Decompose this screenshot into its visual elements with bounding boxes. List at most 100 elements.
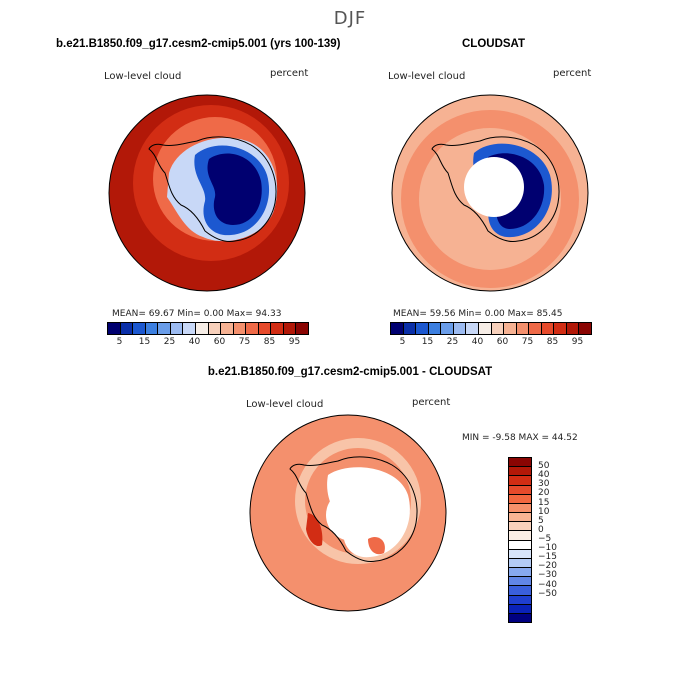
colorbar-tick-label: 25 — [446, 337, 459, 347]
colorbar-swatch — [509, 568, 531, 578]
colorbar-swatch — [541, 323, 555, 334]
panel-1-antarctica-deep — [207, 153, 262, 225]
panel-3-colorbar — [508, 457, 532, 623]
colorbar-swatch — [566, 323, 580, 334]
colorbar-tick-label: −20 — [538, 561, 557, 572]
colorbar-swatch — [509, 586, 531, 596]
colorbar-tick-label: 75 — [238, 337, 251, 347]
colorbar-tick-label: 30 — [538, 479, 550, 490]
colorbar-swatch — [509, 485, 531, 495]
panel-2-ocean-band — [401, 110, 579, 288]
colorbar-swatch — [283, 323, 297, 334]
colorbar-swatch — [509, 513, 531, 523]
panel-3-title: b.e21.B1850.f09_g17.cesm2-cmip5.001 - CL… — [207, 366, 493, 378]
colorbar-tick-label: 75 — [521, 337, 534, 347]
colorbar-tick-label: 50 — [538, 461, 550, 472]
colorbar-swatch — [509, 476, 531, 486]
colorbar-tick-label: 95 — [288, 337, 301, 347]
panel-2-title: CLOUDSAT — [462, 38, 526, 50]
colorbar-swatch — [529, 323, 542, 334]
colorbar-swatch — [258, 323, 272, 334]
colorbar-swatch — [221, 323, 234, 334]
panel-2-missing-data — [464, 157, 524, 217]
panel-3-stats: MIN = -9.58 MAX = 44.52 — [462, 433, 578, 443]
colorbar-swatch — [509, 595, 531, 605]
colorbar-tick-label: −15 — [538, 552, 557, 563]
colorbar-swatch — [509, 494, 531, 504]
colorbar-tick-label: 60 — [496, 337, 509, 347]
panel-1-variable: Low-level cloud — [104, 71, 182, 82]
colorbar-swatch — [509, 467, 531, 477]
colorbar-swatch — [208, 323, 222, 334]
colorbar-swatch — [509, 531, 531, 541]
panel-1-coastline — [148, 136, 277, 242]
colorbar-swatch — [509, 558, 531, 569]
colorbar-swatch — [509, 604, 531, 614]
colorbar-swatch — [516, 323, 530, 334]
panel-1-map — [108, 94, 306, 292]
colorbar-tick-label: −50 — [538, 588, 557, 599]
colorbar-swatch — [416, 323, 429, 334]
colorbar-swatch — [509, 577, 531, 587]
colorbar-swatch — [509, 503, 531, 514]
colorbar-tick-label: 15 — [538, 497, 550, 508]
colorbar-tick-label: 40 — [538, 470, 550, 481]
colorbar-swatch — [509, 540, 531, 550]
colorbar-swatch — [133, 323, 146, 334]
colorbar-tick-label: 15 — [138, 337, 151, 347]
panel-3-missing-data — [326, 489, 378, 541]
colorbar-swatch — [509, 458, 531, 468]
colorbar-tick-label: 95 — [571, 337, 584, 347]
colorbar-swatch — [491, 323, 505, 334]
panel-1-title: b.e21.B1850.f09_g17.cesm2-cmip5.001 (yrs… — [56, 38, 341, 50]
colorbar-swatch — [158, 323, 171, 334]
colorbar-swatch — [246, 323, 259, 334]
colorbar-tick-label: 85 — [263, 337, 276, 347]
colorbar-tick-label: 10 — [538, 506, 550, 517]
panel-3-map-border — [249, 414, 447, 612]
colorbar-tick-label: 20 — [538, 488, 550, 499]
colorbar-swatch — [195, 323, 209, 334]
colorbar-swatch — [271, 323, 284, 334]
panel-2-stats: MEAN= 59.56 Min= 0.00 Max= 85.45 — [393, 309, 563, 319]
colorbar-swatch — [170, 323, 184, 334]
season-title: DJF — [333, 8, 367, 29]
colorbar-swatch — [441, 323, 454, 334]
panel-2-variable: Low-level cloud — [388, 71, 466, 82]
colorbar-swatch — [403, 323, 417, 334]
panel-1-colorbar — [107, 322, 309, 335]
colorbar-tick-label: 5 — [116, 337, 123, 347]
colorbar-tick-label: −5 — [538, 534, 552, 544]
colorbar-tick-label: 15 — [421, 337, 434, 347]
panel-2-map — [391, 94, 589, 292]
panel-2-colorbar — [390, 322, 592, 335]
colorbar-swatch — [453, 323, 467, 334]
panel-3-coastline — [289, 456, 418, 562]
colorbar-swatch — [233, 323, 247, 334]
panel-2-coastline — [431, 136, 560, 242]
panel-1-map-border — [108, 94, 306, 292]
colorbar-tick-label: 40 — [188, 337, 201, 347]
colorbar-swatch — [554, 323, 567, 334]
panel-3-map — [249, 414, 447, 612]
panel-1-units: percent — [270, 68, 309, 79]
colorbar-swatch — [428, 323, 442, 334]
colorbar-swatch — [296, 323, 308, 334]
colorbar-tick-label: 0 — [538, 524, 544, 535]
panel-3-positive-patch-2 — [368, 536, 385, 555]
colorbar-tick-label: −40 — [538, 579, 557, 590]
colorbar-tick-label: −30 — [538, 570, 557, 581]
colorbar-tick-label: 60 — [213, 337, 226, 347]
colorbar-swatch — [466, 323, 479, 334]
colorbar-swatch — [509, 613, 531, 623]
panel-2-units: percent — [553, 68, 592, 79]
panel-2-colorbar-ticks: 5 15 25 40 60 75 85 95 — [390, 336, 590, 348]
colorbar-tick-label: −10 — [538, 543, 557, 554]
panel-2-map-border — [391, 94, 589, 292]
colorbar-tick-label: 40 — [471, 337, 484, 347]
colorbar-swatch — [108, 323, 121, 334]
colorbar-swatch — [183, 323, 196, 334]
colorbar-swatch — [391, 323, 404, 334]
panel-1-stats: MEAN= 69.67 Min= 0.00 Max= 94.33 — [112, 309, 282, 319]
